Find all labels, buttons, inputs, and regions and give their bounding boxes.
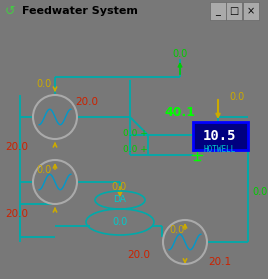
Text: 0.0: 0.0 [169,225,185,235]
Text: 40.1: 40.1 [165,105,195,119]
Text: 20.1: 20.1 [208,257,231,267]
Bar [193,122,248,150]
Bar [243,2,259,20]
Text: _: _ [215,6,221,16]
Text: 0.0: 0.0 [229,92,245,102]
Text: 0.0: 0.0 [111,182,126,192]
Text: DA: DA [114,196,126,205]
Text: □: □ [229,6,239,16]
Text: 20.0: 20.0 [5,142,28,152]
Bar [226,2,242,20]
Text: 0.0: 0.0 [36,165,52,175]
Text: 20.0: 20.0 [5,209,28,219]
Text: ↺: ↺ [5,4,15,18]
Text: 20.0: 20.0 [75,97,98,107]
Bar [210,2,226,20]
Text: 0.0 +: 0.0 + [123,146,148,155]
Text: 0.0: 0.0 [172,49,188,59]
Text: 10.5: 10.5 [203,129,237,143]
Text: 0.0: 0.0 [36,79,52,89]
Text: 0.0: 0.0 [252,187,267,197]
Text: Feedwater System: Feedwater System [22,6,138,16]
Text: 0.0: 0.0 [112,217,128,227]
Text: 0.0 +: 0.0 + [123,129,148,138]
Text: HOTWELL: HOTWELL [204,146,236,155]
Text: 20.0: 20.0 [127,250,150,260]
Text: ×: × [247,6,255,16]
